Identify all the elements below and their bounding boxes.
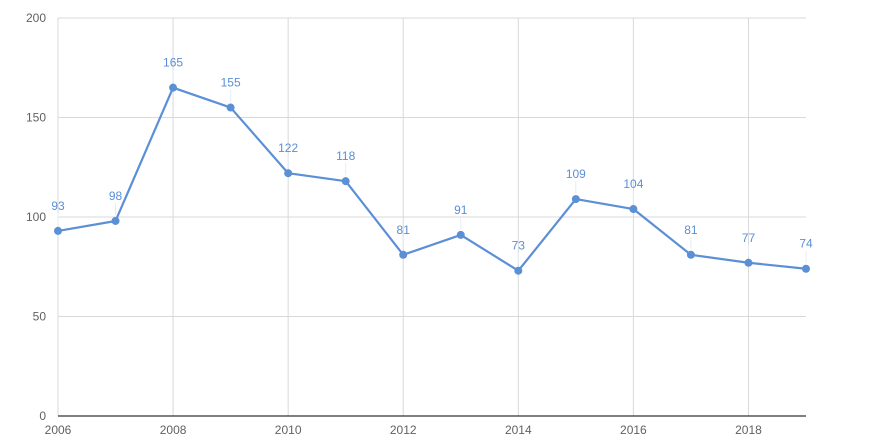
data-point xyxy=(284,169,293,178)
axes: 0 50 100 150 200 2006 2008 2010 2012 2014 2016 2018 xyxy=(26,11,806,437)
y-tick-label: 0 xyxy=(39,409,46,423)
data-point xyxy=(169,83,178,92)
data-point xyxy=(744,258,753,267)
data-point xyxy=(111,216,120,225)
y-tick-label: 200 xyxy=(26,11,46,25)
y-tick-label: 50 xyxy=(33,310,47,324)
x-tick-label: 2006 xyxy=(45,423,72,437)
data-label: 109 xyxy=(566,167,586,181)
y-tick-label: 150 xyxy=(26,111,46,125)
data-label: 104 xyxy=(623,177,643,191)
series-line-layer xyxy=(54,83,810,275)
data-label: 122 xyxy=(278,141,298,155)
x-tick-label: 2014 xyxy=(505,423,532,437)
x-tick-label: 2012 xyxy=(390,423,417,437)
data-label: 81 xyxy=(684,223,698,237)
data-point xyxy=(226,103,235,112)
grid-lines xyxy=(57,17,806,416)
data-label: 77 xyxy=(742,231,756,245)
data-label: 93 xyxy=(51,199,65,213)
data-point xyxy=(629,205,638,214)
data-label: 98 xyxy=(109,189,123,203)
data-point xyxy=(686,250,695,259)
data-label: 165 xyxy=(163,56,183,70)
x-tick-label: 2018 xyxy=(735,423,762,437)
data-label: 118 xyxy=(336,149,355,163)
x-tick-label: 2016 xyxy=(620,423,647,437)
data-label: 91 xyxy=(454,203,468,217)
data-point xyxy=(571,195,580,204)
data-point xyxy=(802,264,810,273)
x-tick-label: 2010 xyxy=(275,423,302,437)
data-label: 74 xyxy=(799,237,813,251)
data-point xyxy=(514,266,523,275)
data-label: 73 xyxy=(512,239,526,253)
data-point xyxy=(54,226,62,235)
data-point xyxy=(399,250,408,259)
x-tick-label: 2008 xyxy=(160,423,187,437)
data-label: 81 xyxy=(397,223,411,237)
data-labels: 93 98 165 155 122 118 81 91 73 109 104 81 77 74 xyxy=(51,56,813,265)
series-line xyxy=(57,86,807,272)
y-tick-label: 100 xyxy=(26,210,46,224)
data-point xyxy=(456,230,465,239)
data-label: 155 xyxy=(221,76,241,90)
data-point xyxy=(341,177,350,186)
